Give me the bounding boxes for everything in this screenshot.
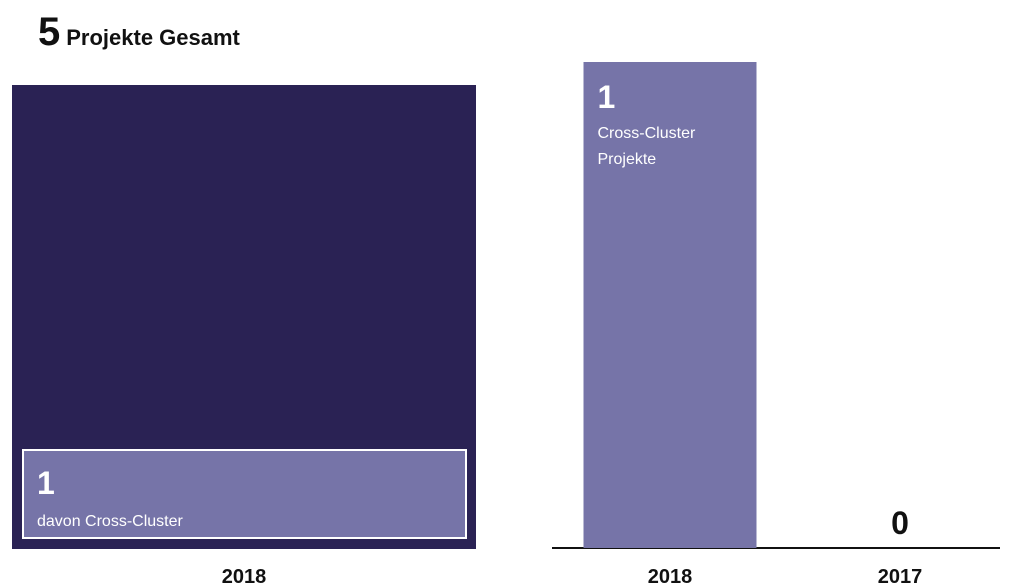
bar-cross-cluster-2018 — [22, 449, 467, 539]
bar-2018-text-line2: Projekte — [598, 151, 657, 168]
total-label: Projekte Gesamt — [66, 25, 240, 50]
right-x-tick-2017: 2017 — [878, 566, 923, 588]
bar-cross-cluster-projects-2018 — [583, 62, 757, 548]
bar-2018-text-line1: Cross-Cluster — [598, 125, 696, 142]
total-count: 5 — [38, 10, 61, 54]
cross-cluster-value-label: 1 — [37, 465, 55, 501]
right-x-tick-2018: 2018 — [648, 566, 693, 588]
bar-2017-value-label: 0 — [891, 505, 909, 541]
bar-2018-value-label: 1 — [598, 79, 616, 115]
left-x-tick-2018: 2018 — [222, 566, 267, 588]
cross-cluster-text-label: davon Cross-Cluster — [37, 513, 184, 530]
chart-title: 5 Projekte Gesamt — [38, 12, 240, 52]
